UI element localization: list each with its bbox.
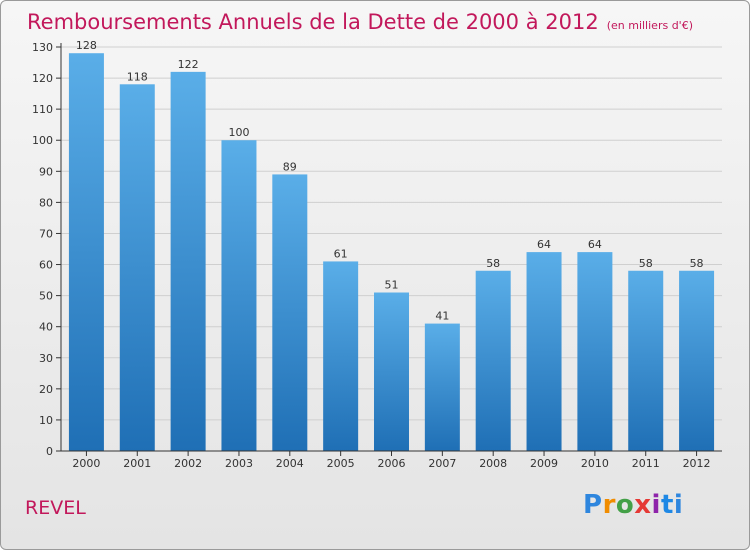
bar	[577, 252, 613, 451]
x-tick-label: 2008	[479, 457, 507, 470]
x-tick-label: 2010	[581, 457, 609, 470]
logo-letter: x	[634, 490, 652, 520]
chart-title-text: Remboursements Annuels de la Dette de 20…	[27, 10, 599, 34]
data-label: 58	[639, 257, 653, 270]
y-tick-label: 10	[39, 414, 53, 427]
bar	[374, 292, 409, 451]
axes: 0 10 20 30 40 50 60 70 80 90 100 110 120 130 2000 2001 2…	[32, 41, 722, 470]
bar	[526, 252, 562, 451]
bar	[679, 270, 715, 451]
y-tick-label: 30	[39, 352, 53, 365]
x-tick-label: 2002	[174, 457, 202, 470]
proxiti-logo: Proxiti	[583, 490, 683, 520]
data-label: 61	[334, 247, 348, 260]
y-tick-label: 80	[39, 196, 53, 209]
y-tick-label: 120	[32, 72, 53, 85]
data-label: 41	[435, 310, 449, 323]
data-label: 58	[486, 257, 500, 270]
chart-title: Remboursements Annuels de la Dette de 20…	[27, 10, 693, 34]
x-tick-label: 2001	[123, 457, 151, 470]
x-tick-label: 2006	[378, 457, 406, 470]
bar	[119, 84, 155, 452]
bar	[323, 261, 359, 451]
y-tick-label: 40	[39, 321, 53, 334]
bars: 128 118 122 100 89 61 51 41 58 64 64 58 58	[68, 39, 715, 452]
x-tick-label: 2007	[428, 457, 456, 470]
data-label: 122	[178, 58, 199, 71]
data-label: 128	[76, 39, 97, 52]
x-tick-label: 2012	[683, 457, 711, 470]
bar	[272, 174, 308, 451]
logo-letter: t	[660, 490, 674, 520]
chart-title-unit: (en milliers d'€)	[606, 19, 693, 32]
y-tick-label: 20	[39, 383, 53, 396]
data-label: 64	[537, 238, 551, 251]
x-tick-label: 2005	[327, 457, 355, 470]
y-tick-label: 130	[32, 41, 53, 54]
x-tick-label: 2011	[632, 457, 660, 470]
bar	[221, 140, 257, 451]
commune-name: REVEL	[25, 497, 86, 519]
data-label: 118	[127, 70, 148, 83]
bar	[424, 323, 460, 451]
bar	[170, 71, 206, 451]
y-tick-label: 90	[39, 165, 53, 178]
data-label: 51	[385, 279, 399, 292]
y-tick-label: 100	[32, 134, 53, 147]
y-tick-label: 70	[39, 227, 53, 240]
bar	[628, 270, 664, 451]
y-tick-label: 50	[39, 290, 53, 303]
x-tick-label: 2000	[72, 457, 100, 470]
y-tick-label: 0	[46, 445, 53, 458]
logo-letter: i	[673, 490, 684, 520]
logo-letter: r	[602, 490, 616, 520]
logo-letter: P	[583, 490, 603, 520]
data-label: 100	[228, 126, 249, 139]
data-label: 89	[283, 160, 297, 173]
bar	[475, 270, 511, 451]
bar	[68, 53, 104, 451]
y-tick-label: 110	[32, 103, 53, 116]
x-tick-label: 2009	[530, 457, 558, 470]
logo-letter: o	[615, 490, 635, 520]
x-tick-label: 2004	[276, 457, 304, 470]
logo-letter: i	[651, 490, 661, 520]
data-label: 64	[588, 238, 602, 251]
data-label: 58	[690, 257, 704, 270]
y-tick-label: 60	[39, 259, 53, 272]
x-tick-label: 2003	[225, 457, 253, 470]
